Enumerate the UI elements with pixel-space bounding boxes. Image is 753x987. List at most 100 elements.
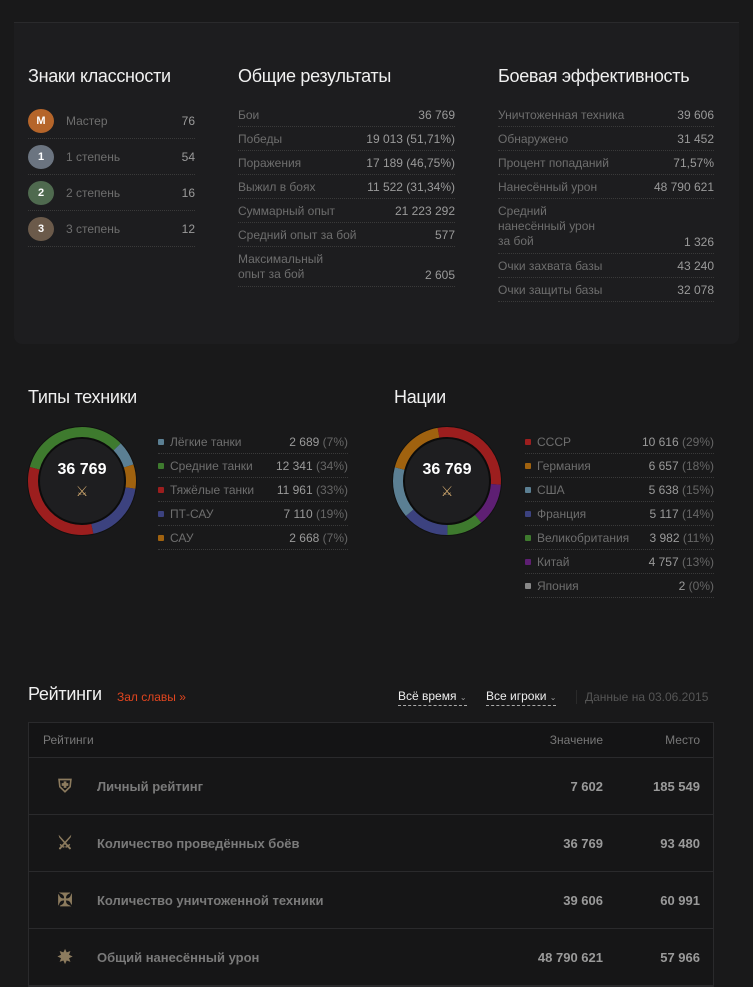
donut-segment bbox=[447, 514, 482, 535]
legend-marker-icon bbox=[158, 487, 164, 493]
header-value: Значение bbox=[549, 733, 603, 747]
stat-label: Обнаружено bbox=[498, 132, 569, 146]
legend-row: Китай 4 757 (13%) bbox=[525, 550, 714, 574]
stat-label: Уничтоженная техника bbox=[498, 108, 625, 122]
donut-segment bbox=[113, 443, 134, 468]
badge-count: 12 bbox=[181, 221, 195, 236]
legend-label: СССР bbox=[537, 435, 572, 449]
legend-row: СССР 10 616 (29%) bbox=[525, 430, 714, 454]
period-dropdown[interactable]: Всё время ⌄ bbox=[398, 689, 467, 706]
legend-percent: (15%) bbox=[681, 483, 714, 497]
legend-row: Тяжёлые танки 11 961 (33%) bbox=[158, 478, 348, 502]
stat-row: Суммарный опыт 21 223 292 bbox=[238, 199, 455, 223]
legend-value: 7 110 bbox=[283, 507, 313, 521]
stat-label: Процент попаданий bbox=[498, 156, 609, 170]
stat-value: 21 223 292 bbox=[394, 204, 455, 218]
rating-label: Количество уничтоженной техники bbox=[97, 892, 324, 908]
legend-marker-icon bbox=[525, 559, 531, 565]
legend-row: ПТ-САУ 7 110 (19%) bbox=[158, 502, 348, 526]
rating-value: 36 769 bbox=[563, 835, 603, 851]
stat-row: Уничтоженная техника 39 606 bbox=[498, 103, 714, 127]
legend-label: Великобритания bbox=[537, 531, 630, 545]
legend-percent: (34%) bbox=[315, 459, 348, 473]
legend-row: США 5 638 (15%) bbox=[525, 478, 714, 502]
stat-row: Средний опыт за бой 577 bbox=[238, 223, 455, 247]
donut-segment bbox=[28, 467, 94, 535]
badges-list: M Мастер 76 1 1 степень 54 2 2 степень 16 3 3 степ… bbox=[28, 103, 195, 247]
legend-value: 10 616 bbox=[641, 435, 679, 449]
stat-row: Бои 36 769 bbox=[238, 103, 455, 127]
badge-row: M Мастер 76 bbox=[28, 103, 195, 139]
table-row: ⚔ Количество проведённых боёв 36 769 93 480 bbox=[29, 815, 713, 872]
legend-marker-icon bbox=[525, 583, 531, 589]
types-list: Лёгкие танки 2 689 (7%) Средние танки 12 34… bbox=[158, 430, 348, 550]
legend-label: Тяжёлые танки bbox=[170, 483, 255, 497]
ratings-header: Рейтинги Зал славы » Всё время ⌄ Все игр… bbox=[28, 684, 714, 710]
legend-value: 2 689 bbox=[289, 435, 320, 449]
types-donut: 36 769 ⚔ bbox=[26, 425, 138, 537]
legend-row: Германия 6 657 (18%) bbox=[525, 454, 714, 478]
badge-label: 3 степень bbox=[66, 221, 121, 236]
badge-count: 16 bbox=[181, 185, 195, 200]
legend-label: Япония bbox=[537, 579, 579, 593]
stat-value: 577 bbox=[434, 228, 455, 242]
badge-row: 2 2 степень 16 bbox=[28, 175, 195, 211]
legend-marker-icon bbox=[158, 511, 164, 517]
stat-row: Максимальный опыт за бой 2 605 bbox=[238, 247, 455, 287]
legend-value: 4 757 bbox=[648, 555, 679, 569]
stat-row: Очки захвата базы 43 240 bbox=[498, 254, 714, 278]
table-row: ⛨ Личный рейтинг 7 602 185 549 bbox=[29, 758, 713, 815]
legend-row: Япония 2 (0%) bbox=[525, 574, 714, 598]
donut-segment bbox=[394, 427, 440, 470]
stat-row: Выжил в боях 11 522 (31,34%) bbox=[238, 175, 455, 199]
stat-value: 39 606 bbox=[677, 108, 714, 122]
types-total: 36 769 bbox=[57, 461, 107, 478]
stat-row: Средний нанесённый урон за бой 1 326 bbox=[498, 199, 714, 254]
badge-row: 1 1 степень 54 bbox=[28, 139, 195, 175]
rating-place: 60 991 bbox=[660, 892, 700, 908]
rating-value: 7 602 bbox=[570, 778, 603, 794]
legend-percent: (19%) bbox=[315, 507, 348, 521]
legend-value: 6 657 bbox=[648, 459, 679, 473]
rating-icon: ⛨ bbox=[58, 775, 72, 796]
stat-row: Поражения 17 189 (46,75%) bbox=[238, 151, 455, 175]
legend-label: ПТ-САУ bbox=[170, 507, 214, 521]
players-dropdown[interactable]: Все игроки ⌄ bbox=[486, 689, 557, 706]
legend-value: 5 638 bbox=[648, 483, 679, 497]
legend-value: 2 668 bbox=[289, 531, 320, 545]
stat-value: 31 452 bbox=[677, 132, 714, 146]
stat-row: Очки защиты базы 32 078 bbox=[498, 278, 714, 302]
stat-value: 36 769 bbox=[418, 108, 455, 122]
legend-marker-icon bbox=[525, 439, 531, 445]
legend-label: США bbox=[537, 483, 565, 497]
donut-segment bbox=[474, 483, 501, 523]
legend-label: Лёгкие танки bbox=[170, 435, 242, 449]
types-title: Типы техники bbox=[28, 387, 137, 407]
chevron-down-icon: ⌄ bbox=[459, 693, 467, 702]
efficiency-title: Боевая эффективность bbox=[498, 66, 690, 86]
legend-marker-icon bbox=[158, 535, 164, 541]
stat-label: Средний опыт за бой bbox=[238, 228, 357, 242]
stat-row: Процент попаданий 71,57% bbox=[498, 151, 714, 175]
rating-value: 48 790 621 bbox=[537, 949, 603, 965]
stat-row: Обнаружено 31 452 bbox=[498, 127, 714, 151]
legend-value: 12 341 bbox=[275, 459, 313, 473]
legend-row: Франция 5 117 (14%) bbox=[525, 502, 714, 526]
header-rating: Рейтинги bbox=[43, 733, 94, 747]
legend-marker-icon bbox=[158, 463, 164, 469]
stat-value: 32 078 bbox=[677, 283, 714, 297]
stat-row: Победы 19 013 (51,71%) bbox=[238, 127, 455, 151]
rating-place: 185 549 bbox=[653, 778, 700, 794]
badges-title: Знаки классности bbox=[28, 66, 171, 86]
crossed-swords-icon: ⚔ bbox=[440, 483, 454, 499]
legend-value: 11 961 bbox=[276, 483, 313, 497]
hall-of-fame-link[interactable]: Зал славы » bbox=[117, 690, 186, 704]
stat-label: Очки захвата базы bbox=[498, 259, 603, 273]
players-value: Все игроки bbox=[486, 689, 547, 703]
legend-row: Средние танки 12 341 (34%) bbox=[158, 454, 348, 478]
rating-icon: ✸ bbox=[57, 946, 73, 967]
rating-icon: ✠ bbox=[57, 889, 73, 910]
rating-place: 57 966 bbox=[660, 949, 700, 965]
chevron-down-icon: ⌄ bbox=[549, 693, 557, 702]
badge-label: Мастер bbox=[66, 113, 108, 128]
